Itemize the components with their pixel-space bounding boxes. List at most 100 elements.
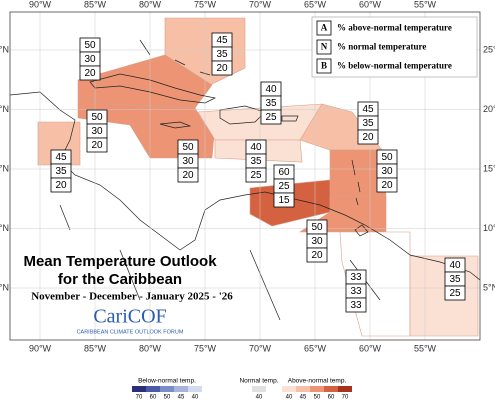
probability-value: 40 [265, 84, 277, 95]
probability-value: 20 [182, 170, 194, 181]
colorbar-tick: 40 [286, 395, 293, 400]
probability-value: 35 [55, 166, 67, 177]
probability-value: 20 [216, 63, 228, 74]
logo: CariCOF [93, 306, 166, 328]
colorbar: Below-normal temp. 70 60 50 45 40 Normal temp.… [132, 378, 352, 401]
lon-tick-label: 85°W [84, 0, 107, 9]
colorbar-tick: 45 [300, 395, 307, 400]
lon-tick-label: 65°W [304, 343, 327, 353]
colorbar-swatch [132, 386, 146, 392]
lon-tick-label: 60°W [359, 0, 382, 9]
lon-tick-label: 70°W [249, 343, 272, 353]
probability-cell [260, 109, 282, 125]
lon-tick-label: 90°W [29, 343, 52, 353]
probability-cell [345, 297, 367, 313]
colorbar-label: Above-normal temp. [288, 378, 347, 385]
lat-tick-label: 15°N [483, 163, 495, 173]
probability-value: 30 [91, 126, 103, 137]
lon-tick-label: 55°W [414, 0, 437, 9]
probability-value: 25 [278, 181, 290, 192]
colorbar-label: Below-normal temp. [138, 378, 196, 385]
colorbar-swatch [310, 386, 324, 392]
map-frame [9, 11, 481, 341]
lat-tick-label: 25°N [0, 44, 9, 54]
lat-tick-label: 20°N [483, 104, 495, 114]
colorbar-swatch [160, 386, 174, 392]
probability-value: 33 [350, 272, 362, 283]
legend-key-box [316, 20, 332, 36]
probability-value: 35 [265, 98, 277, 109]
lon-tick-label: 80°W [139, 343, 162, 353]
probability-value: 20 [362, 132, 374, 143]
probability-value: 33 [350, 286, 362, 297]
probability-value: 20 [91, 140, 103, 151]
probability-value: 50 [91, 112, 103, 123]
legend-key-box [316, 58, 332, 74]
title-line: Mean Temperature Outlook [23, 253, 217, 270]
probability-value: 25 [449, 288, 461, 299]
probability-value: 20 [311, 250, 323, 261]
probability-cell [376, 177, 398, 193]
colorbar-tick: 70 [342, 395, 349, 400]
probability-cell [306, 247, 328, 263]
probability-cell [86, 137, 108, 153]
outlook-region [409, 255, 479, 337]
probability-value: 45 [55, 152, 67, 163]
subtitle: November - December - January 2025 - '26 [31, 291, 233, 303]
colorbar-tick: 60 [150, 395, 157, 400]
probability-cell [245, 167, 267, 183]
colorbar-tick: 45 [178, 395, 185, 400]
probability-cell [79, 65, 101, 81]
lat-tick-label: 15°N [0, 163, 9, 173]
colorbar-tick: 60 [328, 395, 335, 400]
probability-value: 20 [55, 180, 67, 191]
colorbar-tick: 40 [192, 395, 199, 400]
logo-caption: CARIBBEAN CLIMATE OUTLOOK FORUM [77, 329, 184, 335]
probability-value: 40 [449, 260, 461, 271]
probability-value: 40 [250, 142, 262, 153]
probability-cell [357, 129, 379, 145]
lat-tick-label: 10°N [483, 223, 495, 233]
titles: Mean Temperature Outlook for the Caribbe… [23, 253, 233, 335]
colorbar-swatch [282, 386, 296, 392]
lat-tick-label: 25°N [483, 44, 495, 54]
colorbar-swatch [146, 386, 160, 392]
probability-value: 35 [362, 118, 374, 129]
lat-tick-label: 20°N [0, 104, 9, 114]
lon-tick-label: 55°W [414, 343, 437, 353]
probability-value: 25 [265, 112, 277, 123]
colorbar-label: Normal temp. [239, 378, 278, 385]
probability-cell [50, 177, 72, 193]
lat-labels: 25°N 25°N 20°N 20°N 15°N 15°N 10°N 10°N 5°N 5°N [0, 44, 495, 292]
probability-value: 20 [84, 68, 96, 79]
probability-value: 60 [278, 167, 290, 178]
legend-box [311, 16, 478, 78]
colorbar-swatch [324, 386, 338, 392]
title-line: for the Caribbean [58, 271, 182, 288]
colorbar-tick: 50 [164, 395, 171, 400]
colorbar-swatch [252, 386, 266, 392]
probability-value: 35 [250, 156, 262, 167]
probability-value: 50 [182, 142, 194, 153]
probability-value: 25 [250, 170, 262, 181]
lon-tick-label: 75°W [194, 0, 217, 9]
probability-value: 30 [311, 236, 323, 247]
colorbar-swatch [188, 386, 202, 392]
probability-value: 30 [84, 54, 96, 65]
lon-tick-label: 70°W [249, 0, 272, 9]
legend-text: % normal temperature [337, 42, 426, 52]
probability-cell [211, 60, 233, 76]
probability-value: 35 [449, 274, 461, 285]
coastlines [10, 39, 480, 321]
legend-letter: N [321, 42, 328, 52]
probability-boxes: 45 35 20 50 30 20 50 30 20 45 35 20 50 30 20 40 35 25 40 35… [50, 32, 466, 313]
probability-value: 20 [381, 180, 393, 191]
lon-tick-label: 90°W [29, 0, 52, 9]
outlook-region [129, 124, 216, 159]
probability-value: 50 [311, 222, 323, 233]
probability-value: 33 [350, 300, 362, 311]
probability-value: 45 [216, 35, 228, 46]
probability-value: 15 [278, 195, 290, 206]
legend: A % above-normal temperature N % normal tem… [311, 16, 478, 78]
